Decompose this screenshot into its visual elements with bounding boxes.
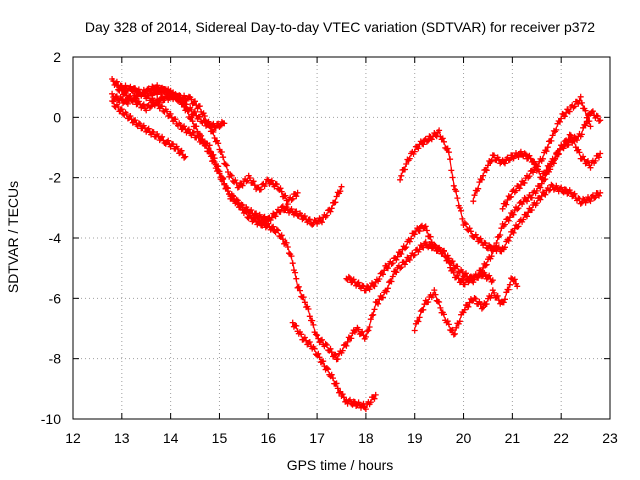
series-plus-markers [411, 275, 521, 338]
grid [73, 57, 610, 419]
series-track-1 [109, 98, 189, 161]
chart-title: Day 328 of 2014, Sidereal Day-to-day VTE… [85, 19, 595, 35]
series-trace [111, 80, 343, 224]
x-tick-label: 12 [65, 430, 81, 446]
y-tick-label: -8 [49, 351, 62, 367]
y-tick-label: 2 [53, 49, 61, 65]
y-tick-label: -4 [49, 230, 62, 246]
series-track-8 [397, 127, 604, 255]
y-tick-label: -2 [49, 170, 62, 186]
series-trace [150, 89, 601, 360]
plot-frame [72, 56, 611, 420]
series-plus-markers [109, 98, 189, 161]
x-tick-label: 19 [407, 430, 423, 446]
series-plus-markers [109, 76, 345, 228]
series-track-7 [343, 222, 496, 294]
series-track-11 [499, 93, 594, 212]
series-track-2 [109, 76, 345, 228]
x-tick-label: 18 [358, 430, 374, 446]
series-plus-markers [289, 319, 379, 413]
series-plus-markers [499, 93, 594, 212]
x-tick-label: 21 [505, 430, 521, 446]
x-axis-label: GPS time / hours [287, 457, 394, 473]
data-series [109, 76, 604, 413]
y-tick-label: 0 [53, 109, 61, 125]
series-track-10 [411, 275, 521, 338]
y-tick-label: -6 [49, 290, 62, 306]
y-axis-label: SDTVAR / TECUs [5, 181, 21, 293]
x-tick-label: 13 [114, 430, 130, 446]
x-tick-label: 15 [212, 430, 228, 446]
y-tick-label: -10 [41, 411, 61, 427]
x-tick-label: 23 [602, 430, 618, 446]
series-plus-markers [397, 127, 604, 255]
x-tick-label: 16 [260, 430, 276, 446]
tick-labels: 12 13 14 15 16 17 18 19 20 21 22 23 -10 -8 -6 -4 -2 0 2 [41, 49, 618, 446]
x-tick-label: 14 [163, 430, 179, 446]
series-track-5 [148, 85, 604, 363]
x-tick-label: 22 [553, 430, 569, 446]
series-track-6 [289, 319, 379, 413]
series-plus-markers [343, 222, 496, 294]
x-tick-label: 20 [456, 430, 472, 446]
x-tick-label: 17 [309, 430, 325, 446]
